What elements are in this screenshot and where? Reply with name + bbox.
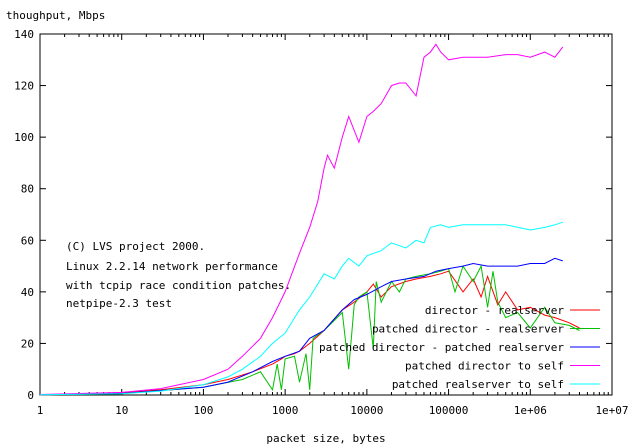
legend-label-5: patched realserver to self: [392, 378, 564, 391]
annotation-line-3: with tcpip race condition patches.: [66, 279, 291, 292]
x-axis-title: packet size, bytes: [266, 432, 385, 445]
series-line-4: [39, 43, 564, 395]
x-tick-label: 1e+07: [595, 404, 628, 417]
y-tick-label: 120: [14, 80, 34, 93]
plot-frame: [39, 33, 613, 396]
y-tick-label: 20: [21, 337, 34, 350]
y-tick-label: 60: [21, 234, 34, 247]
y-tick-label: 80: [21, 183, 34, 196]
x-tick-label: 100: [193, 404, 213, 417]
annotation: (C) LVS project 2000. Linux 2.2.14 netwo…: [66, 240, 291, 310]
y-tick-label: 40: [21, 286, 34, 299]
legend: director - realserver patched director - …: [319, 304, 600, 391]
series-lines: [39, 43, 580, 396]
x-tick-label: 1: [37, 404, 44, 417]
x-tick-label: 10000: [350, 404, 383, 417]
legend-label-3: patched director - patched realserver: [319, 341, 564, 354]
legend-label-1: director - realserver: [425, 304, 564, 317]
y-tick-label: 100: [14, 131, 34, 144]
annotation-line-2: Linux 2.2.14 network performance: [66, 260, 278, 273]
x-tick-label: 1e+06: [514, 404, 547, 417]
y-axis-title: thoughput, Mbps: [6, 9, 105, 22]
annotation-line-1: (C) LVS project 2000.: [66, 240, 205, 253]
annotation-line-4: netpipe-2.3 test: [66, 297, 172, 310]
legend-label-2: patched director - realserver: [372, 323, 564, 336]
series-line-5: [39, 221, 563, 396]
y-tick-label: 140: [14, 28, 34, 41]
legend-label-4: patched director to self: [405, 360, 564, 373]
series-line-2: [39, 264, 580, 396]
y-tick-label: 0: [27, 389, 34, 402]
axis-ticks: 0 20 40 60 80 100 120 140 1 10 100 1000 10000 100000 1…: [14, 28, 628, 417]
x-tick-label: 10: [115, 404, 128, 417]
x-tick-label: 1000: [272, 404, 299, 417]
series-line-3: [39, 257, 563, 396]
x-tick-label: 100000: [429, 404, 469, 417]
